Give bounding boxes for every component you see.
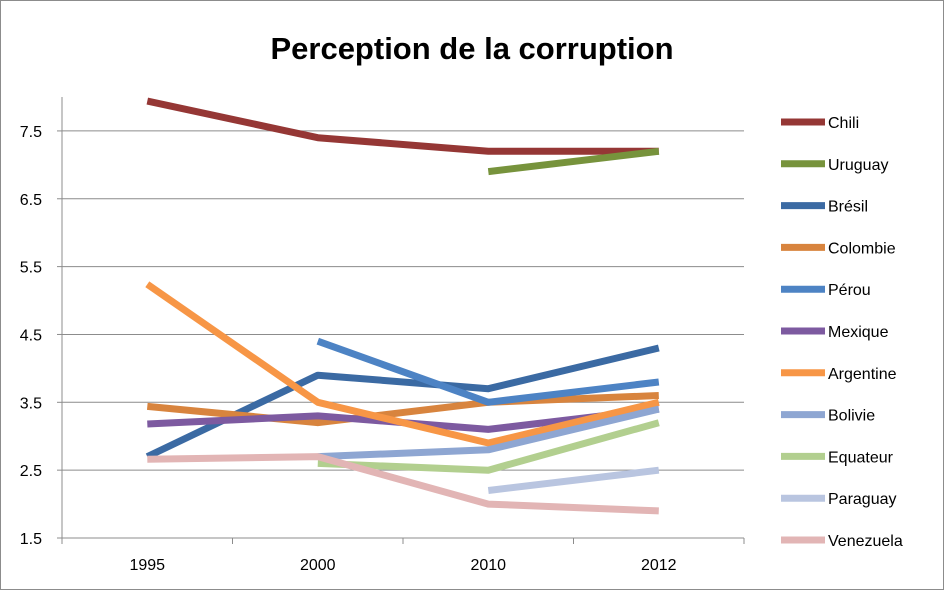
x-tick-label: 2010 (470, 557, 506, 574)
series-line-venezuela (147, 453, 659, 515)
series-line-colombie (146, 392, 659, 427)
y-tick-label: 2.5 (20, 463, 42, 480)
y-tick-label: 6.5 (20, 192, 42, 209)
legend-entry: Equateur (828, 449, 894, 466)
y-tick-label: 5.5 (20, 260, 42, 277)
legend-entry: Bolivie (828, 408, 875, 425)
x-tick-label: 2012 (641, 557, 677, 574)
axes (57, 97, 745, 544)
legend-entry: Colombie (828, 240, 896, 257)
legend-entry: Venezuela (828, 533, 903, 550)
series-line-chili (146, 97, 659, 155)
series-line-argentine (145, 281, 660, 447)
legend-entry: Pérou (828, 282, 871, 299)
tick-labels: 1.5 2.5 3.5 4.5 5.5 6.5 7.5 1995 2000 2010 2012 (20, 124, 677, 574)
gridlines (62, 130, 744, 539)
legend-entry: Uruguay (828, 157, 888, 174)
series-line-equateur (317, 419, 660, 474)
legend-entry: Chili (828, 115, 859, 132)
legend-entry: Paraguay (828, 491, 897, 508)
series-line-uruguay (487, 147, 660, 176)
chart-title: Perception de la corruption (270, 31, 673, 66)
x-tick-label: 1995 (129, 557, 165, 574)
series-lines (145, 97, 660, 515)
y-tick-label: 4.5 (20, 327, 42, 344)
legend-entry: Brésil (828, 199, 868, 216)
y-tick-label: 3.5 (20, 395, 42, 412)
y-tick-label: 7.5 (20, 124, 42, 141)
series-line-bolivie (317, 405, 660, 461)
y-tick-label: 1.5 (20, 531, 42, 548)
series-line-paraguay (487, 466, 660, 494)
series-line-pérou (316, 337, 660, 406)
legend: Chili Uruguay Brésil Colombie Pérou Mexique Ar… (781, 115, 903, 550)
x-tick-label: 2000 (300, 557, 336, 574)
legend-entry: Mexique (828, 324, 889, 341)
legend-entry: Argentine (828, 366, 897, 383)
